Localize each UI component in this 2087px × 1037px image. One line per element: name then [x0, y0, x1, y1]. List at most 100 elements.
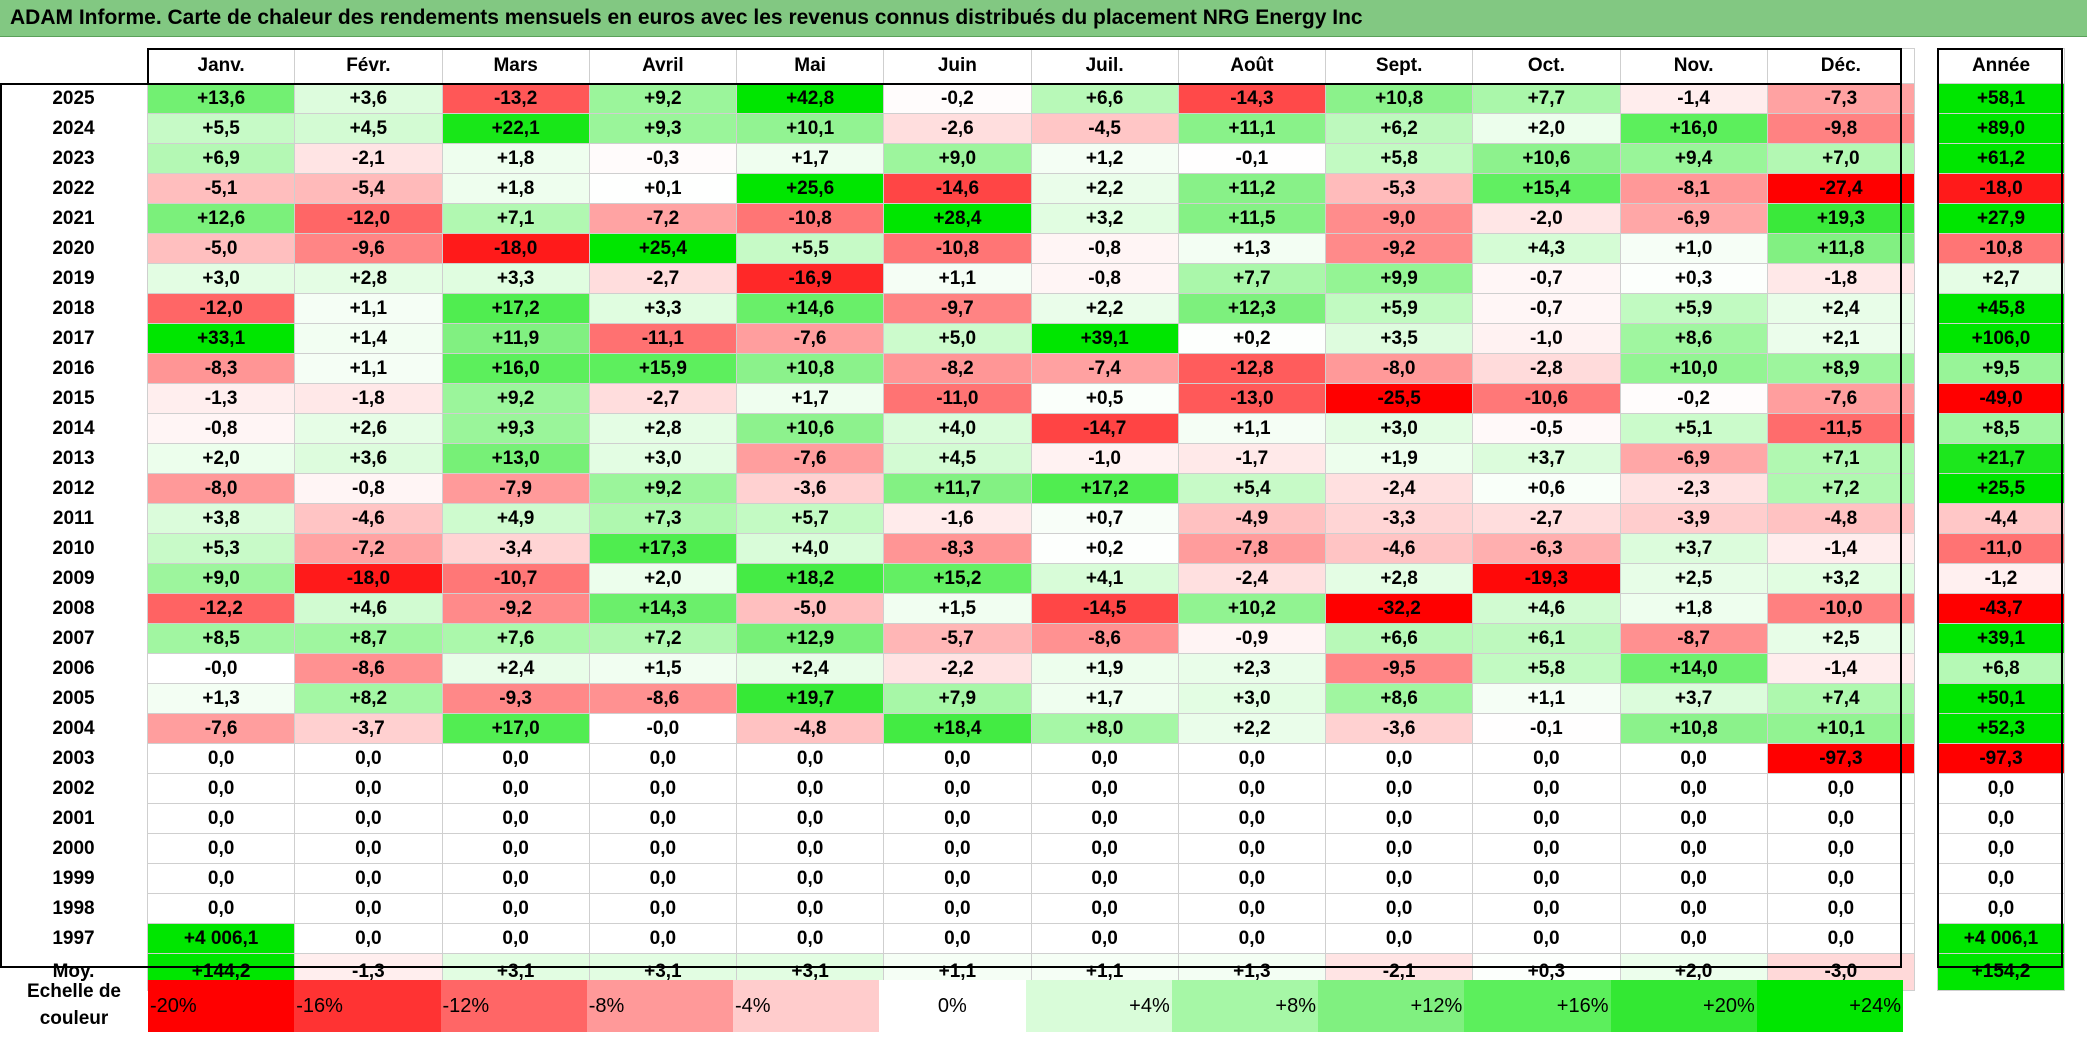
heat-cell: -8,3 [883, 533, 1032, 564]
annual-row-2016: +9,5 [1937, 353, 2065, 384]
annual-cell: +50,1 [1937, 683, 2065, 714]
heat-cell: -12,0 [146, 293, 296, 324]
heat-cell: +4 006,1 [146, 923, 296, 954]
heat-cell: -14,7 [1030, 413, 1179, 444]
heat-cell: 0,0 [441, 803, 590, 834]
heat-cell: 0,0 [294, 863, 443, 894]
heat-cell: +1,5 [883, 593, 1032, 624]
heat-cell: +0,5 [1030, 383, 1179, 414]
heat-cell: +6,9 [146, 143, 296, 174]
column-header-1: Févr. [294, 48, 443, 84]
heat-cell: -1,6 [883, 503, 1032, 534]
annual-cell: +52,3 [1937, 713, 2065, 744]
annual-column-header: Année [1937, 48, 2065, 84]
color-scale-swatch: +8% [1171, 980, 1318, 1032]
heat-cell: +7,9 [883, 683, 1032, 714]
annual-row-1998: 0,0 [1937, 893, 2065, 924]
year-label: 2010 [52, 537, 95, 559]
heat-cell: 0,0 [1619, 833, 1768, 864]
heat-cell: +10,8 [1619, 713, 1768, 744]
heat-cell: +10,8 [1324, 83, 1474, 114]
heat-cell: -4,6 [1324, 533, 1474, 564]
annual-average-row: +154,2 [1937, 953, 2065, 991]
year-label: 2003 [52, 747, 95, 769]
heat-cell: +5,7 [735, 503, 885, 534]
heat-cell: 0,0 [1324, 833, 1474, 864]
heat-cell: +5,8 [1472, 653, 1621, 684]
heat-cell: -14,3 [1177, 83, 1327, 114]
heat-cell: +1,8 [1619, 593, 1768, 624]
annual-table: Année +58,1 +89,0 +61,2 -18,0 +27,9 -10,8 +2,7 +… [1937, 48, 2065, 991]
column-header-8: Sept. [1324, 48, 1474, 84]
heat-cell: -1,0 [1030, 443, 1179, 474]
heat-cell: -8,6 [294, 653, 443, 684]
heat-cell: -27,4 [1766, 173, 1916, 204]
heat-cell: 0,0 [883, 833, 1032, 864]
heat-cell: 0,0 [1619, 743, 1768, 774]
heat-cell: +16,0 [441, 353, 590, 384]
heat-cell: -0,2 [883, 83, 1032, 114]
heat-cell: 0,0 [588, 923, 738, 954]
year-label: 2014 [52, 417, 95, 439]
annual-row-2018: +45,8 [1937, 293, 2065, 324]
heat-cell: +5,5 [146, 113, 296, 144]
annual-row-2011: -4,4 [1937, 503, 2065, 534]
heat-cell: +3,7 [1472, 443, 1621, 474]
heat-cell: 0,0 [735, 863, 885, 894]
heat-cell: -2,0 [1472, 203, 1621, 234]
annual-cell: 0,0 [1937, 833, 2065, 864]
color-scale-swatch: -20% [148, 980, 295, 1032]
heatmap-row-2021: 2021 +12,6 -12,0 +7,1 -7,2 -10,8 +28,4 +3,2 +11,… [0, 203, 1916, 234]
heat-cell: +11,9 [441, 323, 590, 354]
column-header-4: Mai [735, 48, 885, 84]
heat-cell: +10,6 [1472, 143, 1621, 174]
heat-cell: +7,2 [588, 623, 738, 654]
heat-cell: -10,6 [1472, 383, 1621, 414]
heat-cell: +2,4 [1766, 293, 1916, 324]
heatmap-row-1997: 1997 +4 006,1 0,0 0,0 0,0 0,0 0,0 0,0 0,0 0,0 0,0 0… [0, 923, 1916, 954]
heat-cell: -5,7 [883, 623, 1032, 654]
heat-cell: -1,3 [146, 383, 296, 414]
heat-cell: +8,2 [294, 683, 443, 714]
color-scale-swatch: -4% [733, 980, 880, 1032]
annual-cell: -43,7 [1937, 593, 2065, 624]
heat-cell: -1,0 [1472, 323, 1621, 354]
heat-cell: -5,0 [735, 593, 885, 624]
column-header-6: Juil. [1030, 48, 1179, 84]
heatmap-row-2020: 2020 -5,0 -9,6 -18,0 +25,4 +5,5 -10,8 -0,8 +1,3-… [0, 233, 1916, 264]
heat-cell: +3,3 [441, 263, 590, 294]
heat-cell: -11,0 [883, 383, 1032, 414]
heat-cell: -5,4 [294, 173, 443, 204]
heat-cell: -5,1 [146, 173, 296, 204]
heat-cell: 0,0 [588, 833, 738, 864]
heat-cell: 0,0 [735, 743, 885, 774]
heat-cell: -0,5 [1472, 413, 1621, 444]
year-label: 2018 [52, 297, 95, 319]
heat-cell: -9,8 [1766, 113, 1916, 144]
heat-cell: -3,6 [735, 473, 885, 504]
annual-cell: +2,7 [1937, 263, 2065, 294]
heat-cell: -1,4 [1766, 533, 1916, 564]
annual-row-2023: +61,2 [1937, 143, 2065, 174]
annual-row-2008: -43,7 [1937, 593, 2065, 624]
heat-cell: +18,2 [735, 563, 885, 594]
heat-cell: +19,3 [1766, 203, 1916, 234]
heat-cell: +1,1 [294, 293, 443, 324]
heat-cell: -0,8 [146, 413, 296, 444]
heat-cell: +2,8 [294, 263, 443, 294]
heat-cell: -0,0 [588, 713, 738, 744]
column-header-9: Oct. [1472, 48, 1621, 84]
heatmap-row-2001: 2001 0,0 0,0 0,0 0,0 0,0 0,0 0,0 0,0 0,0 0,0 0,0 0,0 [0, 803, 1916, 834]
year-label: 2009 [52, 567, 95, 589]
heat-cell: +10,1 [1766, 713, 1916, 744]
heat-cell: +17,2 [441, 293, 590, 324]
heat-cell: 0,0 [1472, 923, 1621, 954]
heat-cell: +1,9 [1324, 443, 1474, 474]
title-bar: ADAM Informe. Carte de chaleur des rende… [0, 0, 2087, 37]
heat-cell: +5,1 [1619, 413, 1768, 444]
heat-cell: 0,0 [883, 893, 1032, 924]
heat-cell: 0,0 [1766, 863, 1916, 894]
heat-cell: -8,3 [146, 353, 296, 384]
heat-cell: 0,0 [294, 743, 443, 774]
heat-cell: 0,0 [441, 833, 590, 864]
